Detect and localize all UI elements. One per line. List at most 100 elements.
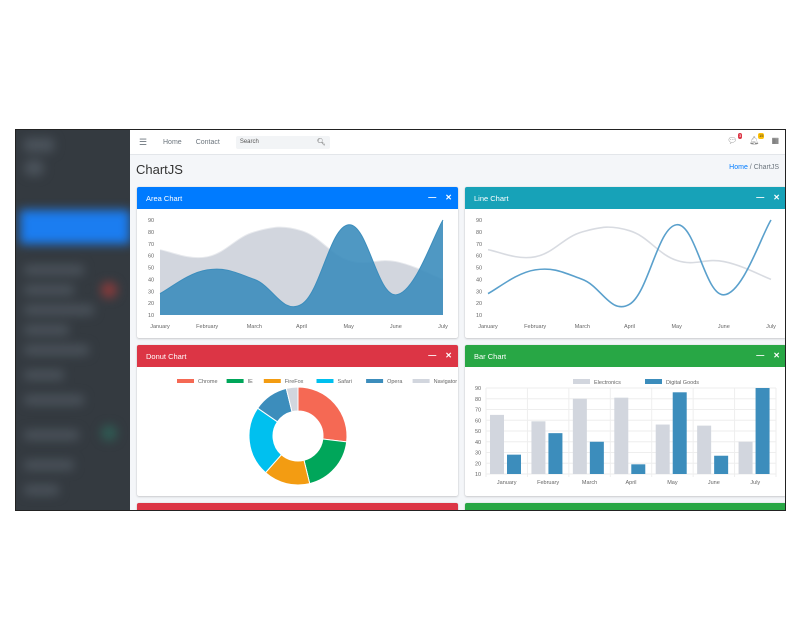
y-tick-label: 50	[475, 429, 481, 435]
y-tick-label: 10	[148, 313, 154, 319]
x-tick-label: March	[582, 480, 597, 486]
card-header: Area Chart — ✕	[137, 187, 458, 209]
card-title: Bar Chart	[474, 351, 507, 361]
y-tick-label: 90	[148, 218, 154, 224]
y-tick-label: 30	[476, 289, 482, 295]
y-tick-label: 90	[476, 218, 482, 224]
y-tick-label: 80	[148, 230, 154, 236]
collapse-icon[interactable]: —	[756, 351, 765, 360]
x-tick-label: June	[718, 324, 730, 330]
legend-label: Chrome	[198, 379, 218, 385]
legend-swatch	[412, 379, 430, 383]
legend-label: Digital Goods	[666, 380, 699, 386]
bar	[655, 424, 670, 474]
y-tick-label: 70	[475, 408, 481, 414]
bar	[589, 441, 604, 474]
bar	[738, 441, 753, 474]
x-tick-label: April	[296, 324, 307, 330]
y-tick-label: 20	[475, 461, 481, 467]
y-tick-label: 60	[476, 254, 482, 260]
donut-chart-card: Donut Chart — ✕ Chrome IE FireFox Safari Opera…	[137, 345, 458, 496]
card-title: Donut Chart	[146, 351, 187, 361]
nav-home-link[interactable]: Home	[163, 138, 182, 146]
card-title: Line Chart	[474, 193, 509, 203]
close-icon[interactable]: ✕	[773, 351, 780, 360]
collapse-icon[interactable]: —	[428, 351, 437, 360]
x-tick-label: July	[750, 480, 760, 486]
y-tick-label: 30	[148, 289, 154, 295]
y-tick-label: 80	[476, 230, 482, 236]
breadcrumb-current: ChartJS	[753, 164, 779, 171]
nav-contact-link[interactable]: Contact	[195, 138, 220, 146]
close-icon[interactable]: ✕	[445, 351, 452, 360]
page-title: ChartJS	[136, 162, 183, 177]
card-title: Area Chart	[146, 193, 183, 203]
close-icon[interactable]: ✕	[773, 193, 780, 202]
legend-label: Opera	[387, 379, 403, 385]
x-tick-label: May	[671, 324, 682, 330]
x-tick-label: January	[478, 324, 498, 330]
area-chart-card: Area Chart — ✕ 10 20 30 40 50 60 70 80 90 January Fe…	[137, 187, 458, 338]
legend-label: Safari	[338, 379, 352, 385]
legend-swatch	[226, 379, 244, 383]
area-chart: 10 20 30 40 50 60 70 80 90 January February March Ap…	[148, 218, 448, 330]
bar	[572, 398, 587, 474]
x-tick-label: May	[343, 324, 354, 330]
donut-slice	[297, 386, 348, 443]
line-chart: 10 20 30 40 50 60 70 80 90 January February March Ap…	[476, 218, 776, 330]
legend-label: FireFox	[285, 379, 304, 385]
bar	[548, 433, 563, 474]
notifications-icon[interactable]: 🔔︎ 15	[749, 133, 765, 145]
bar-chart-card: Bar Chart — ✕ Electronics Digital Goods 10 20…	[465, 345, 785, 496]
x-tick-label: April	[625, 480, 636, 486]
messages-icon[interactable]: 💬︎ 3	[727, 133, 743, 145]
bar-chart: Electronics Digital Goods 10 20 30 40 50 60 70 80…	[475, 379, 777, 486]
close-icon[interactable]: ✕	[445, 193, 452, 202]
legend-swatch	[573, 379, 590, 384]
y-tick-label: 40	[475, 440, 481, 446]
x-tick-label: February	[524, 324, 546, 330]
next-card-green	[465, 503, 785, 510]
x-tick-label: June	[708, 480, 720, 486]
top-navbar: ☰ Home Contact Search 🔍︎ 💬︎ 3 🔔︎ 15 ▦	[130, 130, 785, 155]
legend-swatch	[177, 379, 194, 383]
bar	[631, 464, 646, 474]
sidebar	[16, 130, 130, 510]
bar	[697, 425, 712, 474]
browser-window: ☰ Home Contact Search 🔍︎ 💬︎ 3 🔔︎ 15 ▦ Char…	[15, 129, 786, 511]
notifications-badge: 15	[757, 133, 765, 139]
y-tick-label: 50	[148, 266, 154, 272]
y-tick-label: 90	[475, 386, 481, 392]
donut-slice	[285, 386, 299, 413]
x-tick-label: February	[537, 480, 559, 486]
breadcrumb: Home / ChartJS	[729, 164, 779, 171]
bar	[672, 392, 687, 474]
collapse-icon[interactable]: —	[756, 193, 765, 202]
menu-toggle-icon[interactable]: ☰	[139, 136, 148, 147]
area-series	[160, 220, 443, 315]
y-tick-label: 20	[476, 301, 482, 307]
apps-grid-icon[interactable]: ▦	[771, 136, 779, 145]
y-tick-label: 40	[476, 277, 482, 283]
card-header: Donut Chart — ✕	[137, 345, 458, 367]
collapse-icon[interactable]: —	[428, 193, 437, 202]
x-tick-label: April	[624, 324, 635, 330]
y-tick-label: 80	[475, 397, 481, 403]
line-series	[487, 226, 772, 281]
search-icon[interactable]: 🔍︎	[316, 139, 326, 146]
line-series	[487, 219, 772, 308]
y-tick-label: 30	[475, 451, 481, 457]
x-tick-label: February	[196, 324, 218, 330]
x-tick-label: June	[390, 324, 402, 330]
messages-badge: 3	[738, 133, 743, 139]
donut-slice	[303, 438, 348, 485]
search-placeholder: Search	[239, 139, 259, 145]
card-header: Bar Chart — ✕	[465, 345, 785, 367]
breadcrumb-home[interactable]: Home	[729, 164, 748, 171]
legend-label: Navigator	[434, 379, 458, 385]
donut-chart: Chrome IE FireFox Safari Opera Navigator	[177, 379, 458, 486]
search-input[interactable]: Search 🔍︎	[235, 135, 330, 149]
y-tick-label: 60	[475, 418, 481, 424]
y-tick-label: 10	[475, 472, 481, 478]
legend-swatch	[645, 379, 662, 384]
